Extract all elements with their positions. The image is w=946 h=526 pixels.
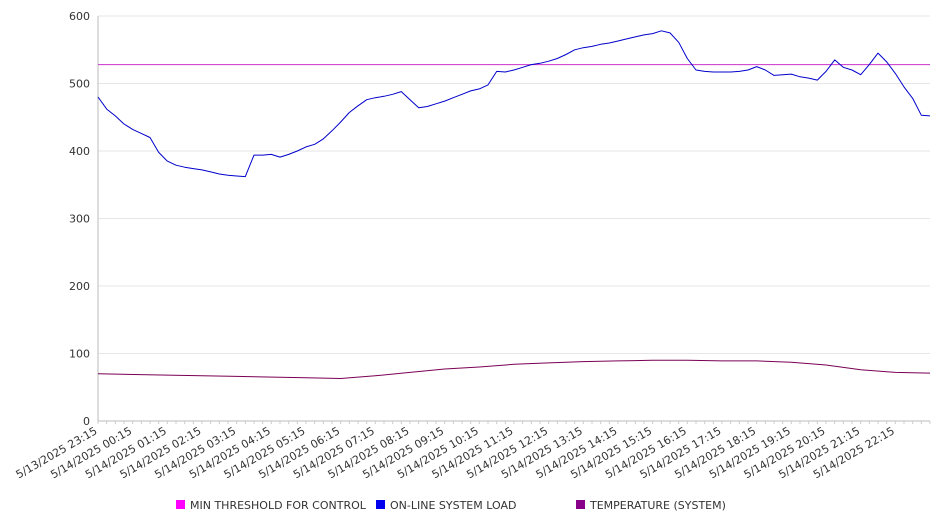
legend: MIN THRESHOLD FOR CONTROL ON-LINE SYSTEM … [176,499,726,512]
y-tick-labels: 0 100 200 300 400 500 600 [69,10,90,428]
y-tick-label: 600 [69,10,90,23]
legend-swatch [576,500,585,509]
legend-label: MIN THRESHOLD FOR CONTROL [190,499,367,512]
legend-label: TEMPERATURE (SYSTEM) [589,499,726,512]
y-tick-label: 400 [69,145,90,158]
x-tick-labels: 5/13/2025 23:155/14/2025 00:155/14/2025 … [14,424,897,481]
grid-lines [98,15,930,354]
legend-swatch [376,500,385,509]
y-tick-label: 200 [69,280,90,293]
y-tick-label: 300 [69,213,90,226]
series-line-1 [97,30,931,178]
legend-label: ON-LINE SYSTEM LOAD [390,499,516,512]
legend-swatch [176,500,185,509]
y-tick-label: 100 [69,348,90,361]
series-lines [97,30,931,379]
axes [97,16,931,424]
series-line-2 [97,359,931,379]
y-tick-label: 0 [83,415,90,428]
y-tick-label: 500 [69,78,90,91]
